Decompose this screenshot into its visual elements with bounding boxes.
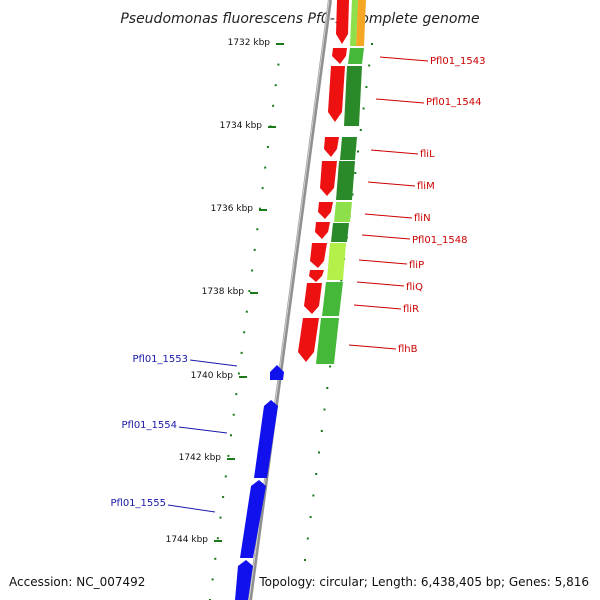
scale-dot (329, 365, 332, 368)
kbp-tick-label: 1732 kbp (228, 38, 271, 48)
scale-dot (277, 63, 280, 66)
scale-dot (222, 496, 225, 498)
scale-dot (211, 578, 214, 581)
kbp-tick-label: 1734 kbp (220, 121, 263, 131)
kbp-tick-label: 1744 kbp (166, 535, 209, 545)
accession-text: Accession: NC_007492 (9, 575, 145, 589)
scale-dot (371, 43, 373, 45)
kbp-scale: 1732 kbp 1734 kbp 1736 kbp 1738 kbp 1740… (166, 38, 284, 545)
scale-dot (354, 172, 357, 174)
scale-dot (251, 269, 254, 272)
scale-dot (240, 351, 243, 354)
gene-label[interactable]: Pfl01_1544 (426, 97, 482, 108)
scale-dot (304, 559, 306, 561)
scale-dot (266, 146, 269, 148)
gene-arrow[interactable] (332, 48, 347, 64)
gene-labels-left: Pfl01_1553 Pfl01_1554 Pfl01_1555 (110, 354, 238, 513)
gene-label[interactable]: Pfl01_1543 (430, 56, 486, 67)
gene-label[interactable]: fliN (414, 213, 431, 224)
scale-dot (261, 187, 264, 190)
scale-dot (214, 557, 217, 560)
scale-dot (272, 104, 275, 107)
gene-label[interactable]: Pfl01_1548 (412, 235, 468, 246)
kbp-tick-label: 1738 kbp (202, 287, 245, 297)
gene-label[interactable]: fliM (417, 181, 435, 192)
scale-dot (365, 86, 368, 88)
gene-arrow[interactable] (270, 365, 284, 380)
gene-label[interactable]: fliP (409, 260, 424, 271)
kbp-tick-label: 1742 kbp (179, 453, 222, 463)
gene-arrow[interactable] (304, 283, 322, 314)
scale-dot (323, 408, 326, 411)
reverse-strand-genes (235, 365, 284, 600)
scale-dot (264, 166, 267, 169)
gene-arrow[interactable] (315, 222, 330, 239)
kbp-tick-label: 1736 kbp (211, 204, 254, 214)
map-title: Pseudomonas fluorescens Pf0-1, complete … (120, 11, 479, 27)
scale-dot (318, 451, 320, 454)
gene-arrow[interactable] (336, 0, 349, 44)
gene-arrow[interactable] (310, 243, 327, 268)
scale-dot (230, 434, 232, 437)
scale-dot (351, 193, 354, 196)
scale-dot (232, 413, 235, 416)
scale-dot (357, 150, 359, 153)
scale-dot (248, 290, 251, 293)
gene-arrow[interactable] (254, 400, 278, 478)
scale-dot (235, 393, 238, 396)
scale-dot (253, 248, 256, 251)
gene-arrow[interactable] (309, 270, 324, 282)
scale-dot (243, 331, 246, 334)
gene-label[interactable]: fliR (403, 304, 419, 315)
scale-dot (306, 537, 309, 540)
scale-dot (237, 372, 240, 375)
gene-arrow[interactable] (240, 480, 266, 558)
gene-arrow[interactable] (318, 202, 333, 219)
scale-dot (216, 537, 219, 540)
scale-dot (320, 430, 323, 432)
gene-arrow[interactable] (298, 318, 319, 362)
scale-dot (219, 516, 222, 519)
scale-dot (224, 475, 227, 478)
scale-dot (227, 454, 230, 457)
scale-dot (368, 64, 371, 67)
scale-dot (359, 129, 362, 131)
scale-dot (259, 207, 261, 210)
gene-label[interactable]: Pfl01_1554 (121, 420, 177, 431)
scale-dot (340, 279, 343, 282)
gene-label[interactable]: Pfl01_1553 (132, 354, 188, 365)
scale-dot (362, 107, 365, 110)
gene-arrow[interactable] (235, 560, 253, 600)
scale-dot (256, 228, 259, 231)
scale-dot (312, 494, 315, 497)
kbp-tick-label: 1740 kbp (191, 371, 234, 381)
gene-arrow[interactable] (328, 66, 345, 122)
topology-text: Topology: circular; Length: 6,438,405 bp… (258, 575, 589, 589)
scale-dot (274, 84, 277, 87)
gene-label[interactable]: fliL (420, 149, 435, 160)
gene-label[interactable]: fliQ (406, 282, 423, 293)
gene-arrow[interactable] (320, 161, 337, 196)
gene-labels-right: Pfl01_1543 Pfl01_1544 fliL fliM fliN Pfl… (348, 56, 486, 355)
forward-strand-genes (298, 0, 349, 362)
gene-label[interactable]: flhB (398, 344, 418, 355)
scale-dot (245, 310, 248, 313)
gene-arrow[interactable] (324, 137, 339, 157)
gene-label[interactable]: Pfl01_1555 (110, 498, 166, 509)
cog-track (316, 0, 366, 364)
scale-dot (309, 516, 312, 518)
scale-dot (315, 473, 318, 475)
scale-dot (326, 387, 329, 389)
